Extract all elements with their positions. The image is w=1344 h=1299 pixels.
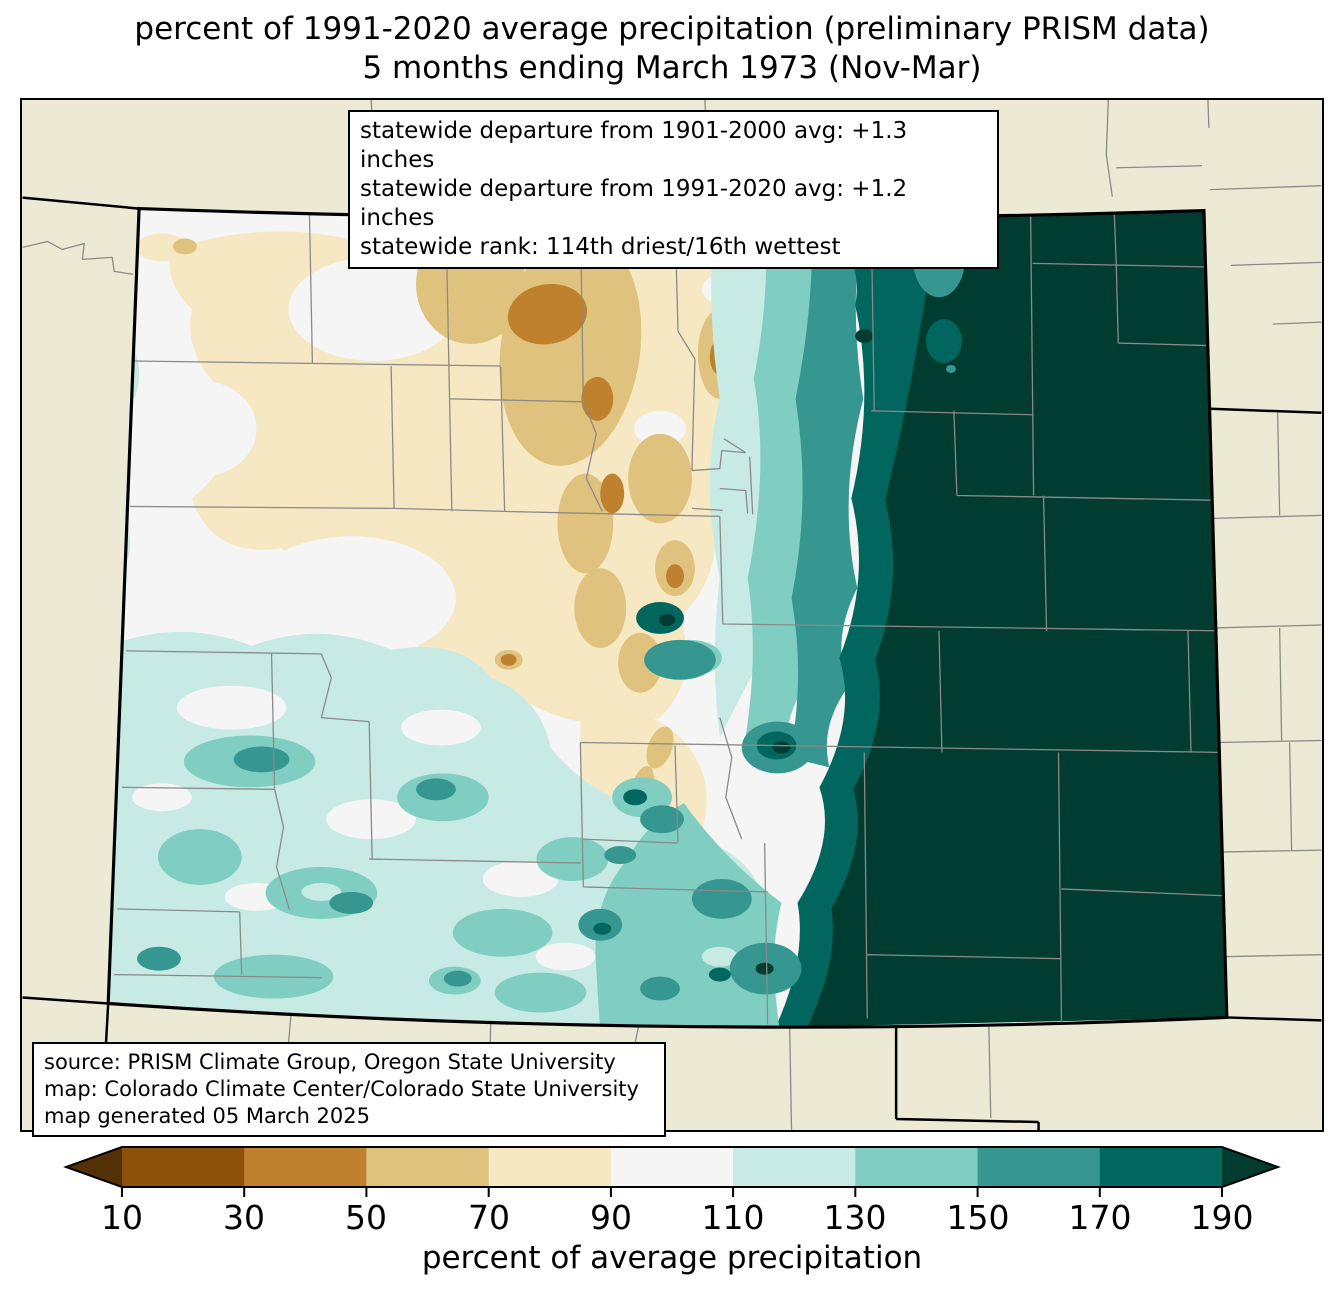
colorbar-under-arrow <box>66 1147 122 1187</box>
colorbar-tick-label: 190 <box>1190 1198 1254 1237</box>
colorbar-axis-label: percent of average precipitation <box>421 1240 923 1276</box>
title-line-2: 5 months ending March 1973 (Nov-Mar) <box>362 50 982 86</box>
colorbar-tick-label: 150 <box>946 1198 1010 1237</box>
colorbar-over-arrow <box>1222 1147 1278 1187</box>
map-credit-line: map: Colorado Climate Center/Colorado St… <box>44 1077 639 1101</box>
colorbar-tick-label: 50 <box>345 1198 387 1237</box>
stats-rank: statewide rank: 114th driest/16th wettes… <box>360 234 841 260</box>
chart-title: percent of 1991-2020 average precipitati… <box>0 10 1344 88</box>
colorbar-tick-marks <box>121 1187 1223 1197</box>
colorbar-tick-label: 90 <box>590 1198 632 1237</box>
source-box: source: PRISM Climate Group, Oregon Stat… <box>32 1042 666 1137</box>
colorbar-tick-labels: 10 30 50 70 90 110 130 150 170 190 <box>0 1198 1344 1238</box>
colorbar-tick-label: 130 <box>823 1198 887 1237</box>
stats-box: statewide departure from 1901-2000 avg: … <box>348 110 999 269</box>
source-line: source: PRISM Climate Group, Oregon Stat… <box>44 1050 616 1074</box>
colorbar-tick-label: 10 <box>101 1198 143 1237</box>
colorbar-tick-label: 110 <box>701 1198 765 1237</box>
colorbar <box>63 1146 1281 1197</box>
colorbar-tick-label: 170 <box>1068 1198 1132 1237</box>
stats-departure-1901-2000: statewide departure from 1901-2000 avg: … <box>360 118 908 173</box>
colorbar-tick-label: 70 <box>468 1198 510 1237</box>
colorbar-tick-label: 30 <box>223 1198 265 1237</box>
county-borders <box>114 211 1227 1025</box>
stats-departure-1991-2020: statewide departure from 1991-2020 avg: … <box>360 176 908 231</box>
title-line-1: percent of 1991-2020 average precipitati… <box>134 11 1210 47</box>
map-frame: statewide departure from 1901-2000 avg: … <box>20 98 1324 1137</box>
map-generated-line: map generated 05 March 2025 <box>44 1104 371 1128</box>
